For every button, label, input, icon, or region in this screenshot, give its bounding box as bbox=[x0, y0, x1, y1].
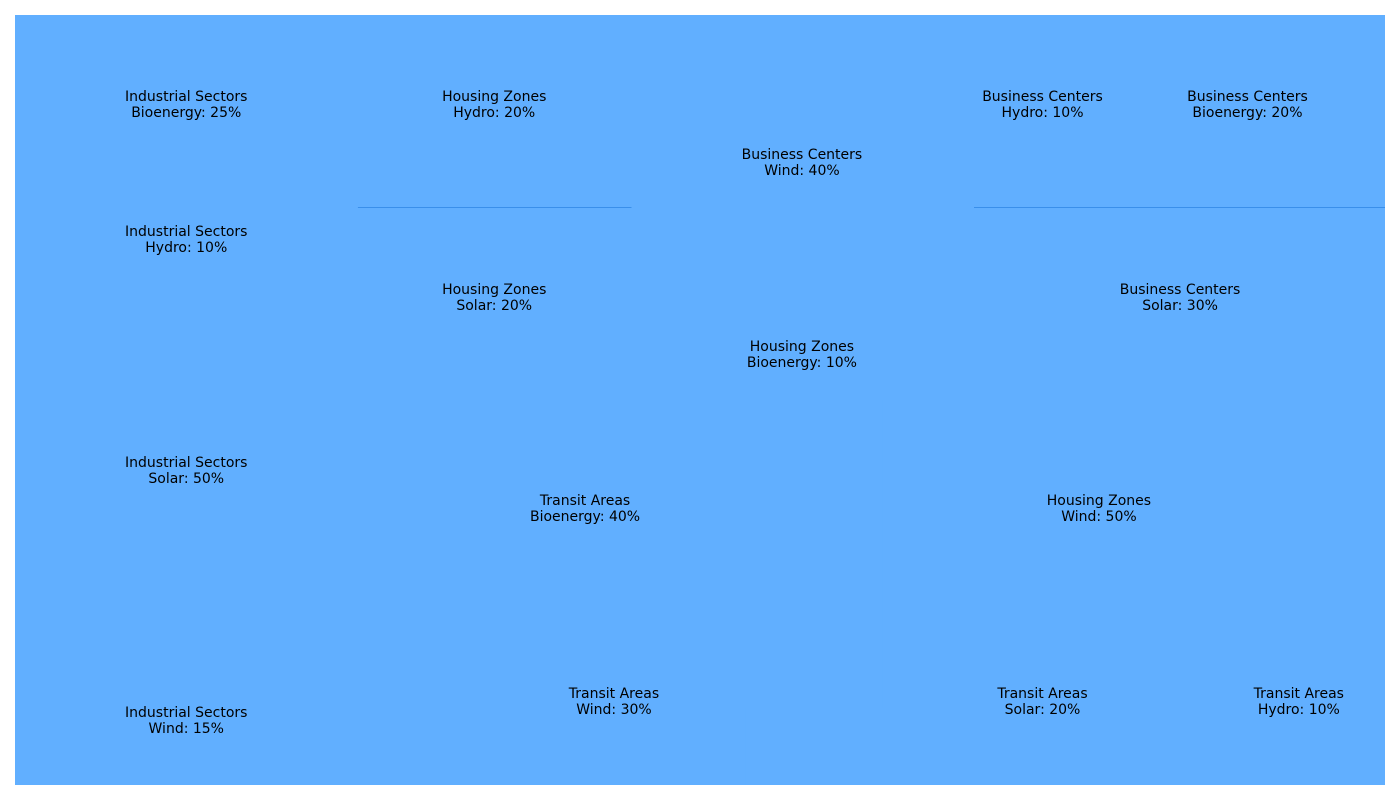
treemap-tile bbox=[974, 708, 1385, 785]
tile-label: Housing Zones Hydro: 20% bbox=[442, 89, 546, 121]
tile-group-name: Transit Areas bbox=[539, 493, 630, 509]
tile-value-label: Bioenergy: 25% bbox=[131, 105, 241, 121]
treemap-tile bbox=[882, 400, 1385, 708]
tile-group-name: Housing Zones bbox=[1047, 493, 1151, 509]
tile-value-label: Hydro: 10% bbox=[1258, 702, 1340, 718]
treemap-tile bbox=[745, 708, 974, 785]
tile-group-name: Housing Zones bbox=[442, 89, 546, 105]
tile-value-label: Hydro: 10% bbox=[145, 240, 227, 256]
treemap-tile bbox=[15, 284, 358, 670]
tile-value-label: Bioenergy: 20% bbox=[1192, 105, 1302, 121]
tile-group-name: Transit Areas bbox=[1253, 686, 1344, 702]
tile-label: Transit Areas Wind: 30% bbox=[568, 686, 659, 718]
tile-group-name: Business Centers bbox=[982, 89, 1103, 105]
tile-value-label: Wind: 30% bbox=[576, 702, 651, 718]
tile-label: Business Centers Hydro: 10% bbox=[982, 89, 1103, 121]
tile-group-name: Business Centers bbox=[1187, 89, 1308, 105]
tile-value-label: Wind: 50% bbox=[1061, 509, 1136, 525]
tile-value-label: Wind: 15% bbox=[149, 721, 224, 737]
tile-label: Business Centers Bioenergy: 20% bbox=[1187, 89, 1308, 121]
tile-value-label: Solar: 20% bbox=[456, 298, 532, 314]
tile-label: Industrial Sectors Solar: 50% bbox=[125, 455, 247, 487]
tile-label: Transit Areas Hydro: 10% bbox=[1253, 686, 1344, 718]
treemap-tile bbox=[631, 323, 974, 400]
tile-group-name: Industrial Sectors bbox=[125, 455, 247, 471]
tile-value-label: Bioenergy: 10% bbox=[747, 355, 857, 371]
tile-label: Housing Zones Solar: 20% bbox=[442, 282, 546, 314]
treemap-tile bbox=[357, 400, 883, 708]
tile-value-label: Solar: 50% bbox=[148, 471, 224, 487]
treemap-tile bbox=[631, 15, 974, 323]
treemap-tile bbox=[357, 708, 746, 785]
tile-label: Business Centers Solar: 30% bbox=[1120, 282, 1241, 314]
treemap-tile bbox=[357, 207, 632, 400]
treemap-tile bbox=[15, 207, 358, 285]
treemap-tile bbox=[974, 207, 1385, 400]
tile-label: Transit Areas Solar: 20% bbox=[996, 686, 1087, 718]
tile-group-name: Industrial Sectors bbox=[125, 705, 247, 721]
treemap-tile bbox=[15, 15, 358, 208]
tile-label: Industrial Sectors Wind: 15% bbox=[125, 705, 247, 737]
tile-group-name: Transit Areas bbox=[996, 686, 1087, 702]
treemap-tile bbox=[15, 669, 358, 785]
tile-group-name: Business Centers bbox=[1120, 282, 1241, 298]
tile-label: Industrial Sectors Bioenergy: 25% bbox=[125, 89, 247, 121]
tile-value-label: Bioenergy: 40% bbox=[530, 509, 640, 525]
tile-group-name: Transit Areas bbox=[568, 686, 659, 702]
tile-group-name: Housing Zones bbox=[750, 339, 854, 355]
tile-label: Business Centers Wind: 40% bbox=[742, 147, 863, 179]
tile-group-name: Business Centers bbox=[742, 147, 863, 163]
tile-label: Housing Zones Bioenergy: 10% bbox=[747, 339, 857, 371]
tile-group-name: Housing Zones bbox=[442, 282, 546, 298]
tile-value-label: Solar: 20% bbox=[1005, 702, 1081, 718]
treemap-tile bbox=[1179, 15, 1385, 208]
tile-group-name: Industrial Sectors bbox=[125, 89, 247, 105]
tile-value-label: Solar: 30% bbox=[1142, 298, 1218, 314]
tile-label: Housing Zones Wind: 50% bbox=[1047, 493, 1151, 525]
tile-group-name: Industrial Sectors bbox=[125, 224, 247, 240]
treemap-tile bbox=[974, 15, 1180, 208]
tile-label: Transit Areas Bioenergy: 40% bbox=[530, 493, 640, 525]
treemap-tile bbox=[357, 15, 632, 208]
tile-value-label: Hydro: 20% bbox=[453, 105, 535, 121]
tile-value-label: Hydro: 10% bbox=[1002, 105, 1084, 121]
tile-value-label: Wind: 40% bbox=[764, 163, 839, 179]
tile-label: Industrial Sectors Hydro: 10% bbox=[125, 224, 247, 256]
